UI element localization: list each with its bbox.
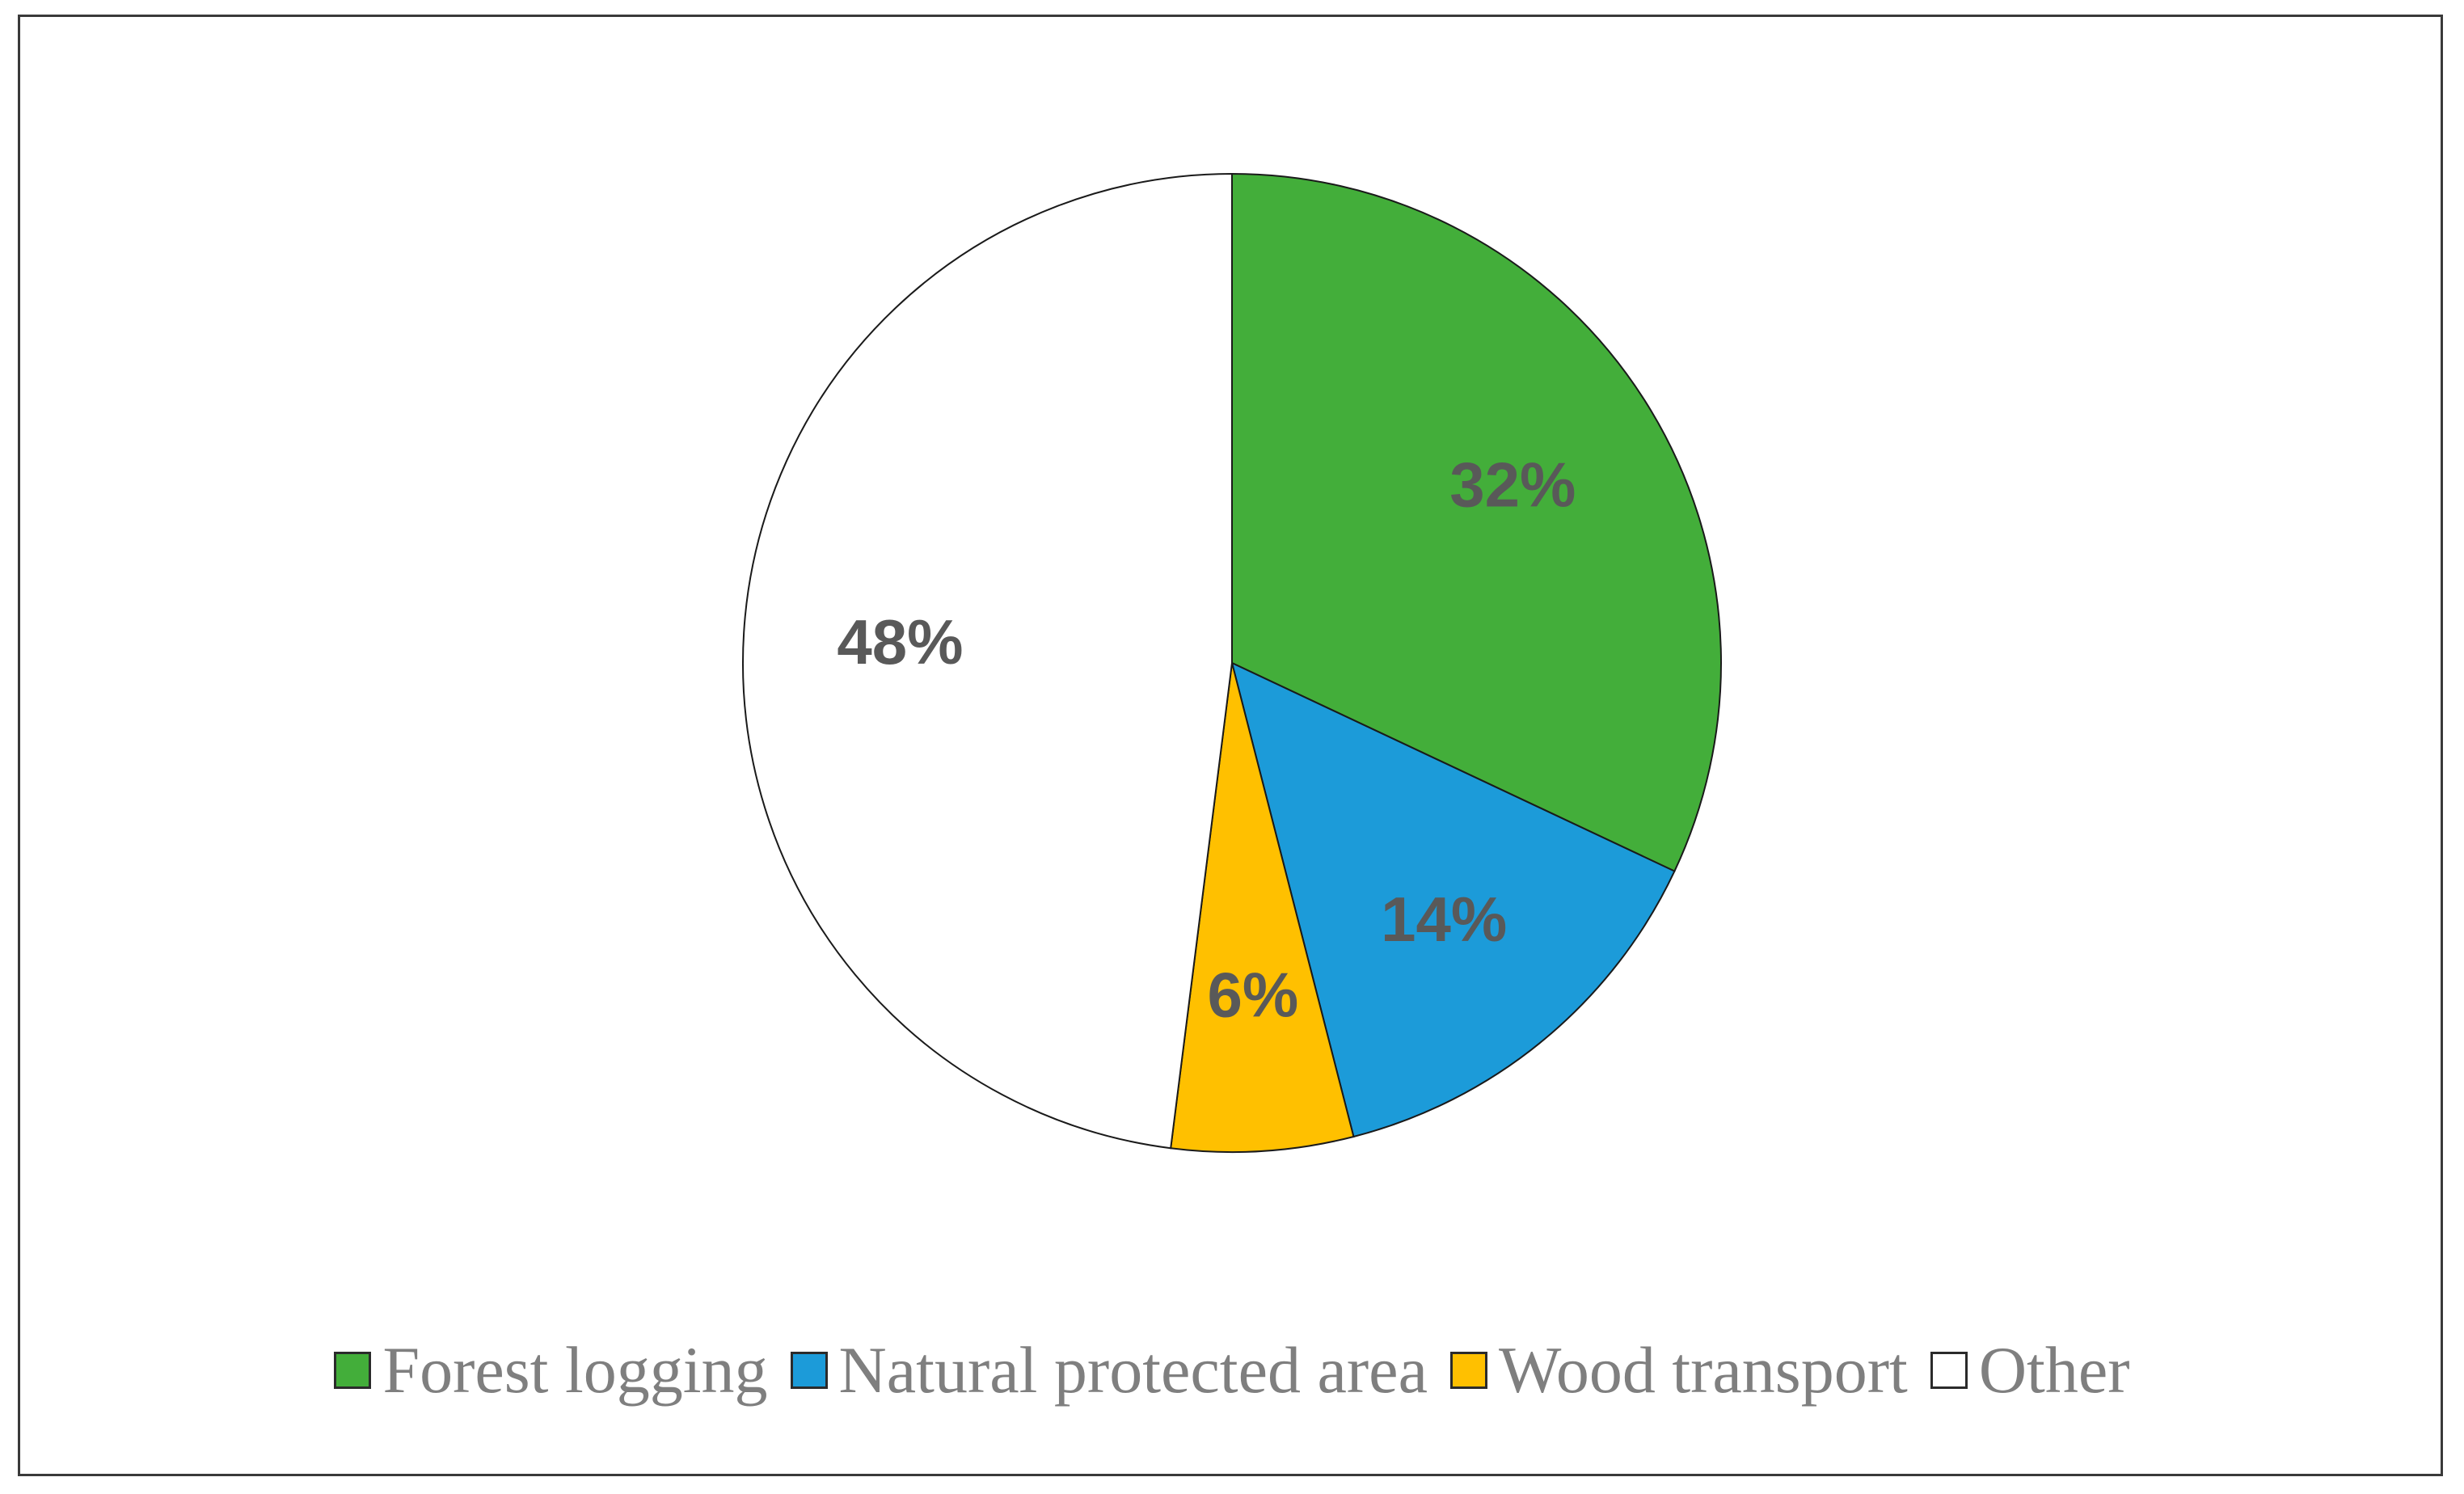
slice-label-natural-protected-area: 14%: [1381, 884, 1507, 955]
pie-slice-other: [741, 172, 1233, 1150]
slice-label-wood-transport: 6%: [1207, 960, 1298, 1031]
legend-swatch-forest-logging: [334, 1352, 372, 1389]
legend: Forest logging Natural protected area Wo…: [0, 1334, 2464, 1407]
legend-swatch-wood-transport: [1449, 1352, 1487, 1389]
legend-swatch-other: [1930, 1352, 1968, 1389]
pie-slice-natural-protected-area: [1230, 661, 1676, 1138]
legend-label-wood-transport: Wood transport: [1498, 1333, 1908, 1407]
pie-slices: [741, 172, 1722, 1153]
legend-item-forest-logging: Forest logging: [334, 1333, 768, 1407]
legend-label-other: Other: [1978, 1333, 2130, 1407]
pie-slice-forest-logging: [1231, 172, 1722, 872]
slice-label-other: 48%: [837, 606, 963, 677]
legend-label-forest-logging: Forest logging: [382, 1333, 768, 1407]
legend-item-natural-protected-area: Natural protected area: [790, 1333, 1428, 1407]
legend-item-other: Other: [1930, 1337, 2130, 1403]
legend-label-natural-protected-area: Natural protected area: [838, 1333, 1428, 1407]
legend-item-wood-transport: Wood transport: [1449, 1333, 1908, 1407]
pie-slice-wood-transport: [1170, 662, 1355, 1153]
pie-slice-labels: 32% 14% 6% 48%: [837, 449, 1576, 1031]
legend-swatch-natural-protected-area: [790, 1352, 828, 1389]
slice-label-forest-logging: 32%: [1449, 449, 1576, 521]
